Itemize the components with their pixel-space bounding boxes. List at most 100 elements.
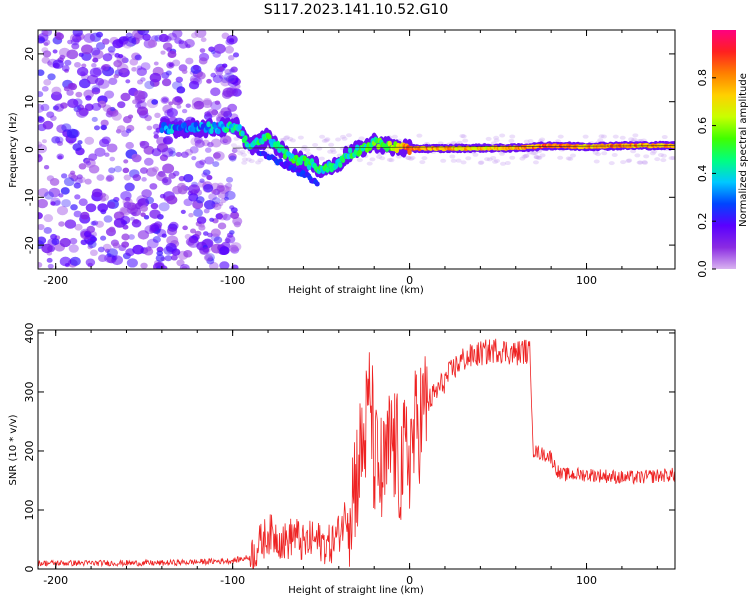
noise-speckle [217,222,227,230]
noise-speckle [50,197,61,207]
noise-speckle [58,221,65,227]
noise-speckle [63,86,70,92]
noise-speckle [161,78,172,87]
noise-speckle [98,138,110,148]
faint-speckle [239,149,246,154]
noise-speckle [166,108,178,118]
noise-speckle [159,154,168,162]
noise-speckle [125,79,131,84]
faint-speckle [304,148,311,153]
noise-speckle [123,201,132,209]
faint-speckle [565,156,572,161]
noise-speckle [185,238,195,246]
noise-speckle [101,64,110,71]
noise-speckle [38,141,43,148]
faint-speckle [493,158,500,163]
faint-speckle [233,136,240,141]
noise-speckle [208,193,217,201]
faint-speckle [289,138,296,143]
noise-speckle [193,100,205,110]
snr-panel: -200 -100 0 100 0 100 200 300 400 Height of stra… [8,322,676,596]
noise-speckle [41,56,50,64]
faint-speckle [632,133,639,138]
noise-speckle [38,236,47,245]
noise-speckle [57,155,63,160]
noise-speckle [189,146,199,154]
faint-speckle [600,134,607,139]
spectrogram-xtick-label: 100 [576,274,597,287]
noise-speckle [91,102,102,111]
faint-speckle [305,151,312,156]
faint-speckle [235,145,242,150]
noise-speckle [141,177,147,182]
noise-speckle [70,170,76,175]
noise-speckle [91,63,97,68]
faint-speckle [593,159,600,164]
noise-speckle [68,244,79,253]
noise-speckle [81,44,93,55]
faint-speckle [323,138,330,143]
noise-speckle [129,58,139,66]
faint-speckle [630,149,637,154]
noise-speckle [203,254,213,262]
noise-speckle [125,128,132,134]
noise-speckle [188,184,201,195]
noise-speckle [96,174,105,181]
faint-speckle [230,143,237,148]
noise-speckle [134,54,142,61]
faint-speckle [654,157,661,162]
noise-speckle [217,211,228,221]
noise-speckle [67,82,76,90]
noise-speckle [52,59,64,69]
faint-speckle [241,160,248,165]
noise-speckle [112,242,120,249]
noise-speckle [226,176,234,183]
noise-speckle [81,51,92,61]
noise-speckle [74,61,81,68]
faint-speckle [493,135,500,140]
faint-speckle [312,143,319,148]
noise-speckle [167,32,178,41]
noise-speckle [111,112,122,121]
faint-speckle [319,134,326,139]
faint-speckle [472,152,479,157]
snr-frame [37,329,676,570]
colorbar-tick-label: 0.6 [696,117,709,135]
noise-speckle [91,220,99,226]
faint-speckle [631,137,638,142]
faint-speckle [660,153,667,158]
noise-speckle [121,241,130,248]
noise-speckle [88,153,98,161]
noise-speckle [229,38,235,43]
snr-xtick-label: -100 [220,574,245,587]
noise-speckle [95,42,106,50]
faint-speckle [405,155,412,160]
spectrogram-ytick-label: -10 [23,188,36,206]
faint-speckle [539,153,546,158]
faint-speckle [405,156,412,161]
faint-speckle [234,148,241,153]
noise-speckle [124,182,135,192]
snr-ytick-label: 200 [23,440,36,461]
noise-speckle [75,107,88,118]
noise-speckle [230,211,240,219]
noise-speckle [160,50,166,55]
signal-core [209,127,214,134]
faint-speckle [330,150,337,155]
noise-speckle [211,197,221,205]
faint-speckle [641,160,648,165]
noise-speckle [99,196,107,202]
faint-speckle [611,152,618,157]
noise-speckle [151,166,159,173]
noise-speckle [123,159,129,164]
noise-speckle [150,224,160,232]
noise-speckle [190,228,197,234]
noise-speckle [155,254,165,262]
noise-speckle [181,266,188,269]
colorbar-label: Normalized spectral amplitude [738,73,749,227]
noise-speckle [201,172,208,178]
noise-speckle [66,89,74,96]
noise-speckle [121,233,130,241]
